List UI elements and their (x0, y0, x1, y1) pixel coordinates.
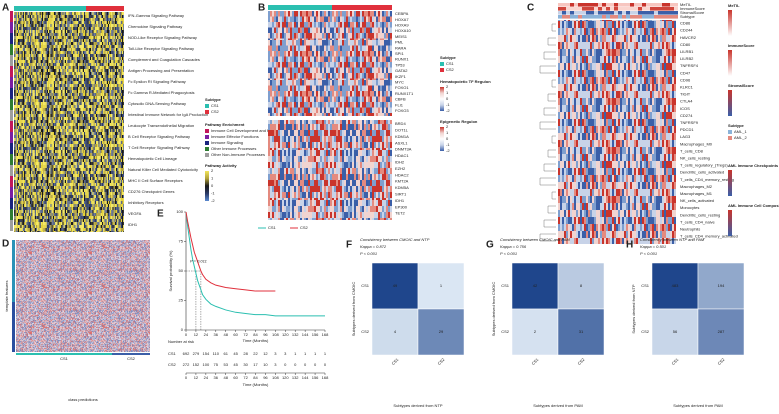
figure: A B C D IFN-Gamma Signaling PathwayChemo… (2, 2, 779, 408)
